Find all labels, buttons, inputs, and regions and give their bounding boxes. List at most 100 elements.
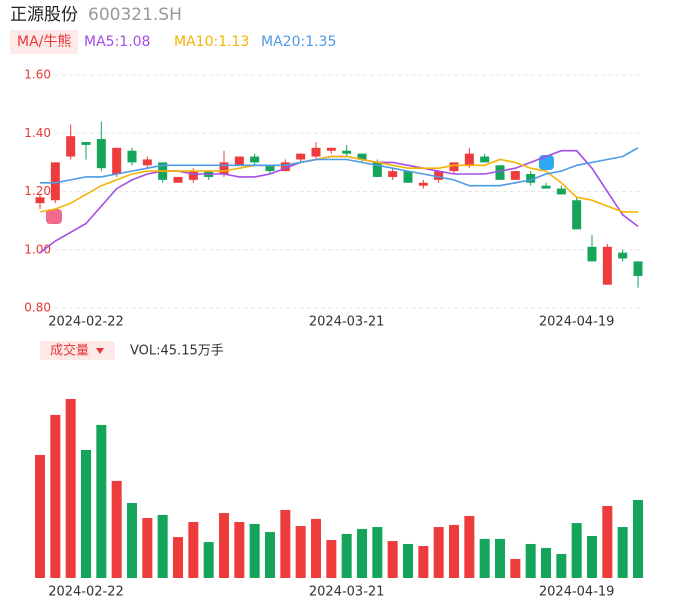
stock-code: 600321.SH — [88, 5, 182, 25]
ma-button[interactable]: MA/牛熊 — [17, 34, 71, 50]
candle-body — [188, 171, 198, 180]
y-tick-label: 1.40 — [24, 126, 51, 140]
volume-bar — [449, 524, 459, 578]
candle-body — [234, 156, 244, 166]
volume-bar — [219, 513, 229, 578]
volume-bar — [65, 399, 76, 578]
volume-bar — [541, 547, 551, 578]
dropdown-arrow[interactable] — [96, 348, 104, 354]
volume-button[interactable]: 成交量 — [50, 343, 89, 359]
volume-bar — [111, 480, 122, 578]
volume-bar — [341, 533, 352, 578]
volume-bar — [234, 522, 245, 578]
volume-bar — [433, 527, 444, 578]
candle-body — [464, 153, 474, 166]
candle-body — [388, 171, 398, 177]
candle-body — [296, 153, 306, 160]
candle-body — [526, 174, 536, 183]
volume-bar — [157, 514, 168, 578]
y-tick-label: 0.80 — [24, 301, 51, 315]
x-tick-label: 2024-02-22 — [48, 585, 124, 600]
volume-bar — [326, 539, 337, 578]
volume-button-bg[interactable] — [40, 341, 115, 360]
legend-label: MA5:1.08 — [84, 34, 150, 50]
volume-bar — [50, 414, 61, 578]
candle-body — [449, 162, 459, 172]
volume-bar — [188, 522, 199, 578]
volume-bar — [418, 546, 429, 578]
x-tick-label: 2024-03-21 — [309, 585, 385, 600]
ma-line — [39, 155, 638, 213]
candle-body — [280, 162, 290, 172]
volume-bar — [35, 454, 45, 578]
candle-body — [250, 156, 260, 163]
candle-body — [510, 171, 520, 180]
volume-bar — [127, 503, 137, 578]
candle-body — [342, 150, 352, 154]
badge — [46, 155, 554, 224]
candle-body — [495, 165, 505, 180]
volume-bar — [295, 525, 306, 578]
candle-body — [357, 153, 367, 160]
x-tick-label: 2024-04-19 — [539, 315, 615, 330]
volume-bar — [249, 523, 260, 578]
ma-button-bg[interactable] — [10, 30, 78, 54]
volume-bar — [203, 542, 214, 578]
candle-body — [127, 150, 137, 163]
volume-bar — [81, 449, 91, 578]
volume-bar — [387, 541, 398, 578]
volume-bar — [525, 543, 536, 578]
candle-body — [418, 182, 428, 186]
volume-bar — [602, 505, 613, 578]
volume-bar — [556, 553, 567, 578]
candle-body — [587, 246, 597, 262]
candle-body — [326, 147, 336, 151]
volume-bar — [96, 424, 107, 578]
x-tick-label: 2024-04-19 — [539, 585, 615, 600]
candle-body — [480, 156, 490, 163]
candle-body — [572, 200, 582, 230]
volume-bar — [479, 538, 490, 578]
y-tick-label: 1.00 — [24, 242, 51, 256]
volume-bar — [633, 499, 643, 578]
y-tick-label: 1.20 — [24, 184, 51, 198]
legend-label: MA20:1.35 — [261, 34, 336, 50]
candle-body — [265, 165, 275, 172]
volume-bar — [280, 509, 291, 578]
volume-bar — [571, 523, 582, 578]
candle-body — [50, 162, 60, 201]
volume-bar — [311, 518, 321, 578]
candle-body — [541, 185, 551, 189]
volume-bar — [464, 515, 475, 578]
volume-bar — [403, 543, 413, 578]
candle-body — [372, 162, 382, 177]
x-tick-label: 2024-02-22 — [48, 315, 124, 330]
stock-name: 正源股份 — [10, 5, 78, 25]
y-tick-label: 1.60 — [24, 68, 51, 82]
legend-label: MA10:1.13 — [174, 34, 249, 50]
volume-bar — [372, 527, 383, 578]
candle-body — [602, 246, 612, 285]
candle-body — [112, 147, 122, 175]
candle-body — [403, 171, 413, 183]
candle-body — [434, 171, 444, 180]
volume-bar — [587, 536, 597, 578]
candle-body — [35, 197, 45, 204]
candle-body — [142, 159, 152, 166]
candle-body — [311, 147, 321, 157]
candle-body — [556, 188, 566, 195]
candle-body — [173, 176, 183, 183]
volume-bar — [173, 537, 183, 578]
volume-bar — [617, 527, 628, 578]
volume-bar — [495, 538, 505, 578]
candle-body — [219, 162, 229, 175]
x-tick-label: 2024-03-21 — [309, 315, 385, 330]
volume-bar — [142, 518, 153, 578]
candle-body — [633, 261, 643, 276]
candle-body — [618, 252, 628, 259]
candle-body — [81, 141, 91, 145]
volume-legend: VOL:45.15万手 — [130, 344, 224, 359]
candle-body — [66, 136, 76, 157]
volume-bar — [357, 528, 367, 578]
